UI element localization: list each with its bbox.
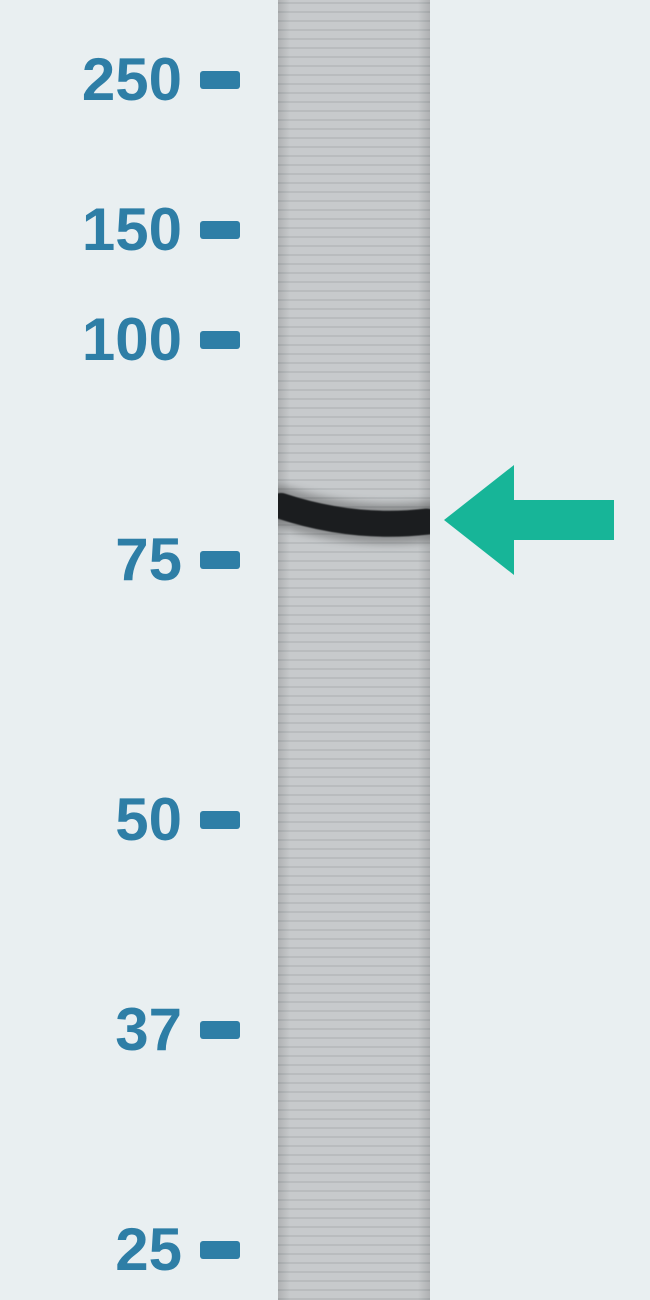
mw-marker-label: 75 bbox=[115, 530, 182, 590]
mw-marker-label: 250 bbox=[82, 50, 182, 110]
gel-lane bbox=[278, 0, 430, 1300]
target-arrow-icon bbox=[442, 460, 622, 580]
mw-marker-tick bbox=[200, 1021, 240, 1039]
mw-marker-tick bbox=[200, 71, 240, 89]
mw-marker-label: 150 bbox=[82, 200, 182, 260]
mw-marker-tick bbox=[200, 811, 240, 829]
mw-marker-label: 50 bbox=[115, 790, 182, 850]
western-blot-figure: 250 150 100 75 50 37 25 bbox=[0, 0, 650, 1300]
mw-marker-tick bbox=[200, 551, 240, 569]
mw-marker-tick bbox=[200, 1241, 240, 1259]
mw-marker-label: 37 bbox=[115, 1000, 182, 1060]
mw-marker-tick bbox=[200, 221, 240, 239]
mw-marker-label: 25 bbox=[115, 1220, 182, 1280]
mw-marker-tick bbox=[200, 331, 240, 349]
mw-marker-label: 100 bbox=[82, 310, 182, 370]
protein-band bbox=[278, 478, 430, 558]
